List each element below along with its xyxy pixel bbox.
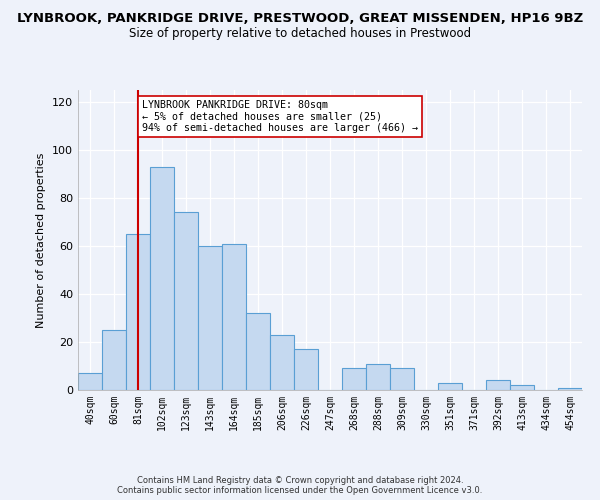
Bar: [270, 335, 294, 390]
Bar: [126, 234, 150, 390]
Text: Contains public sector information licensed under the Open Government Licence v3: Contains public sector information licen…: [118, 486, 482, 495]
Bar: [558, 388, 582, 390]
Bar: [342, 368, 366, 390]
Bar: [390, 368, 414, 390]
Bar: [150, 167, 174, 390]
Bar: [174, 212, 198, 390]
Bar: [366, 364, 390, 390]
Bar: [198, 246, 222, 390]
Bar: [78, 373, 102, 390]
Bar: [486, 380, 510, 390]
Text: LYNBROOK PANKRIDGE DRIVE: 80sqm
← 5% of detached houses are smaller (25)
94% of : LYNBROOK PANKRIDGE DRIVE: 80sqm ← 5% of …: [142, 100, 418, 133]
Bar: [222, 244, 246, 390]
Bar: [510, 385, 534, 390]
Text: LYNBROOK, PANKRIDGE DRIVE, PRESTWOOD, GREAT MISSENDEN, HP16 9BZ: LYNBROOK, PANKRIDGE DRIVE, PRESTWOOD, GR…: [17, 12, 583, 26]
Bar: [102, 330, 126, 390]
Bar: [246, 313, 270, 390]
Bar: [438, 383, 462, 390]
Bar: [294, 349, 318, 390]
Y-axis label: Number of detached properties: Number of detached properties: [37, 152, 46, 328]
Text: Contains HM Land Registry data © Crown copyright and database right 2024.: Contains HM Land Registry data © Crown c…: [137, 476, 463, 485]
Text: Size of property relative to detached houses in Prestwood: Size of property relative to detached ho…: [129, 28, 471, 40]
